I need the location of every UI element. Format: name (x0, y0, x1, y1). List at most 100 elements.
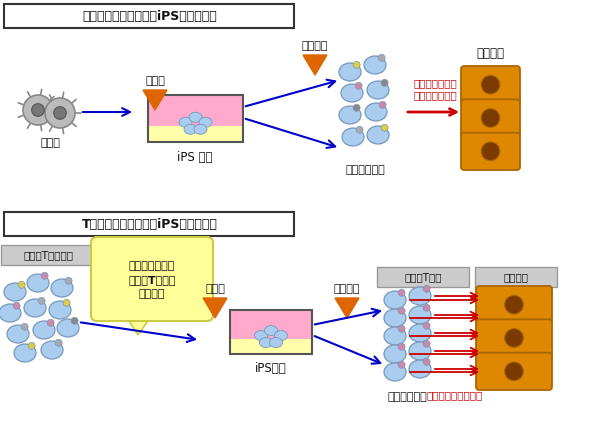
Circle shape (481, 109, 500, 127)
Text: キラーT細胞: キラーT細胞 (404, 272, 442, 282)
Ellipse shape (184, 124, 197, 134)
Text: iPS細胞: iPS細胞 (255, 362, 287, 375)
Circle shape (23, 95, 53, 125)
FancyBboxPatch shape (4, 212, 294, 236)
Circle shape (353, 61, 360, 68)
Circle shape (423, 358, 430, 365)
Ellipse shape (14, 344, 36, 362)
Ellipse shape (254, 330, 268, 341)
Text: 分化誘導: 分化誘導 (302, 41, 328, 51)
Bar (148, 95, 243, 126)
Ellipse shape (0, 304, 21, 322)
Circle shape (45, 98, 75, 128)
Circle shape (505, 329, 523, 347)
Ellipse shape (57, 319, 79, 337)
Polygon shape (125, 315, 152, 335)
Ellipse shape (364, 56, 386, 74)
Text: 初期化: 初期化 (145, 76, 165, 86)
Text: がん細胞: がん細胞 (476, 47, 504, 60)
Ellipse shape (265, 325, 277, 336)
Circle shape (423, 304, 430, 311)
FancyBboxPatch shape (4, 4, 294, 28)
Ellipse shape (409, 287, 431, 305)
Ellipse shape (33, 321, 55, 339)
FancyBboxPatch shape (91, 237, 213, 321)
Ellipse shape (189, 112, 202, 122)
Circle shape (398, 307, 405, 314)
Circle shape (355, 82, 362, 89)
Text: 反応性は均一: 反応性は均一 (387, 392, 427, 402)
Text: がんに反応でき
るのはごく一部: がんに反応でき るのはごく一部 (413, 79, 457, 100)
Ellipse shape (384, 291, 406, 309)
Polygon shape (303, 55, 327, 75)
Bar (230, 310, 312, 354)
Bar (148, 95, 243, 142)
Circle shape (32, 104, 44, 116)
Circle shape (381, 79, 388, 86)
Text: 反応性は多様: 反応性は多様 (345, 165, 385, 175)
Ellipse shape (27, 274, 49, 292)
FancyBboxPatch shape (476, 319, 552, 357)
FancyBboxPatch shape (475, 267, 557, 287)
Ellipse shape (275, 330, 287, 341)
Circle shape (381, 124, 388, 131)
FancyBboxPatch shape (1, 245, 95, 265)
Circle shape (398, 325, 405, 332)
Polygon shape (143, 90, 167, 110)
Ellipse shape (51, 279, 73, 297)
Ellipse shape (384, 327, 406, 345)
FancyBboxPatch shape (461, 99, 520, 137)
Circle shape (65, 278, 72, 284)
Circle shape (398, 289, 405, 296)
Text: 体細胞: 体細胞 (40, 138, 60, 148)
Bar (230, 310, 312, 339)
Ellipse shape (384, 363, 406, 381)
Ellipse shape (339, 63, 361, 81)
Ellipse shape (409, 360, 431, 378)
Circle shape (423, 322, 430, 329)
Text: 体細胞からつくられたiPS細胞の場合: 体細胞からつくられたiPS細胞の場合 (83, 9, 217, 23)
Ellipse shape (342, 128, 364, 146)
Circle shape (356, 126, 363, 133)
FancyBboxPatch shape (476, 286, 552, 323)
Circle shape (481, 75, 500, 94)
Ellipse shape (260, 337, 272, 348)
Text: がん細胞: がん細胞 (503, 272, 529, 282)
Ellipse shape (194, 124, 207, 134)
Text: 全てが反応できる！: 全てが反応できる！ (427, 390, 483, 400)
Circle shape (41, 272, 48, 279)
Ellipse shape (384, 345, 406, 363)
Circle shape (481, 142, 500, 161)
Circle shape (353, 104, 360, 111)
Ellipse shape (384, 309, 406, 327)
Ellipse shape (365, 103, 387, 121)
Text: 分化誘導: 分化誘導 (334, 284, 360, 294)
Ellipse shape (199, 117, 212, 127)
Circle shape (21, 323, 28, 330)
Circle shape (423, 285, 430, 292)
Text: T細胞からつくられたiPS細胞の場合: T細胞からつくられたiPS細胞の場合 (82, 218, 218, 230)
Circle shape (54, 107, 66, 119)
Ellipse shape (24, 299, 46, 317)
Ellipse shape (409, 306, 431, 324)
FancyBboxPatch shape (476, 353, 552, 390)
Circle shape (398, 343, 405, 350)
Text: 初期化: 初期化 (205, 284, 225, 294)
Circle shape (55, 339, 62, 346)
FancyBboxPatch shape (461, 133, 520, 170)
Ellipse shape (4, 283, 26, 301)
Bar (230, 337, 312, 354)
Ellipse shape (49, 301, 71, 319)
Circle shape (71, 317, 78, 324)
Circle shape (378, 54, 385, 61)
Ellipse shape (41, 341, 63, 359)
FancyBboxPatch shape (461, 66, 520, 103)
Ellipse shape (367, 126, 389, 144)
Circle shape (423, 340, 430, 347)
Text: キラーT細胞集団: キラーT細胞集団 (23, 250, 73, 260)
Polygon shape (335, 298, 359, 318)
Ellipse shape (269, 337, 283, 348)
Circle shape (47, 319, 54, 326)
Circle shape (38, 297, 45, 304)
Ellipse shape (341, 84, 363, 102)
